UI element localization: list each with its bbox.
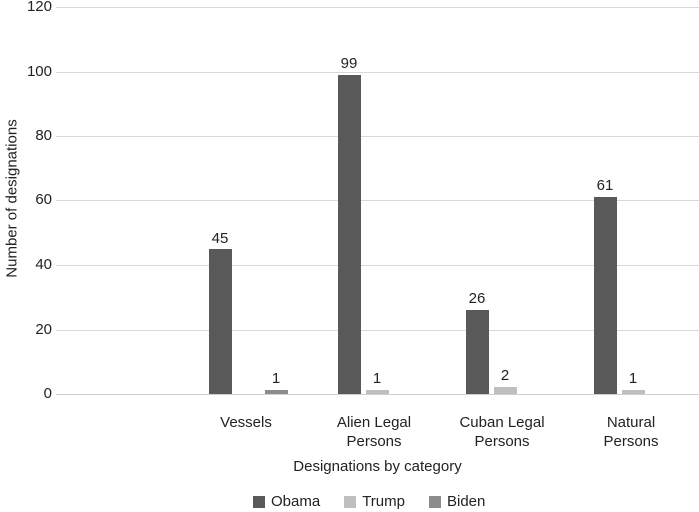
ytick-100: 100 (26, 63, 52, 80)
bar-vessels-obama (209, 249, 232, 394)
bar-cuban-obama (466, 310, 489, 394)
category-natural-persons: Natural Persons (603, 414, 659, 450)
gridline-40 (56, 265, 699, 266)
label-natural-obama: 61 (596, 177, 614, 194)
label-vessels-biden: 1 (271, 370, 281, 387)
bar-natural-trump (622, 390, 645, 394)
y-axis-label: Number of designations (3, 119, 21, 278)
legend: Obama Trump Biden (253, 493, 485, 510)
ytick-120: 120 (26, 0, 52, 15)
x-axis-line (56, 394, 699, 395)
swatch-obama (253, 495, 265, 508)
x-axis-label: Designations by category (293, 458, 462, 475)
gridline-60 (56, 200, 699, 201)
category-vessels: Vessels (220, 414, 272, 431)
label-vessels-obama: 45 (211, 230, 229, 247)
ytick-0: 0 (43, 385, 52, 402)
label-natural-trump: 1 (628, 370, 638, 387)
label-alien-obama: 99 (340, 55, 358, 72)
gridline-20 (56, 330, 699, 331)
bar-alien-obama (338, 75, 361, 394)
bar-cuban-trump (494, 387, 517, 394)
gridline-120 (56, 7, 699, 8)
ytick-80: 80 (35, 127, 52, 144)
bar-natural-obama (594, 197, 617, 394)
bar-alien-trump (366, 390, 389, 394)
legend-item-trump: Trump (344, 493, 405, 510)
ytick-20: 20 (35, 321, 52, 338)
label-cuban-obama: 26 (468, 290, 486, 307)
gridline-80 (56, 136, 699, 137)
legend-item-biden: Biden (428, 493, 485, 510)
ytick-40: 40 (35, 256, 52, 273)
swatch-trump (344, 495, 357, 508)
category-alien-legal-persons: Alien Legal Persons (336, 414, 412, 450)
label-cuban-trump: 2 (500, 367, 510, 384)
swatch-biden (428, 495, 441, 508)
gridline-100 (56, 72, 699, 73)
bar-vessels-biden (265, 390, 288, 394)
category-cuban-legal-persons: Cuban Legal Persons (459, 414, 545, 450)
label-alien-trump: 1 (372, 370, 382, 387)
legend-item-obama: Obama (253, 493, 320, 510)
ytick-60: 60 (35, 191, 52, 208)
